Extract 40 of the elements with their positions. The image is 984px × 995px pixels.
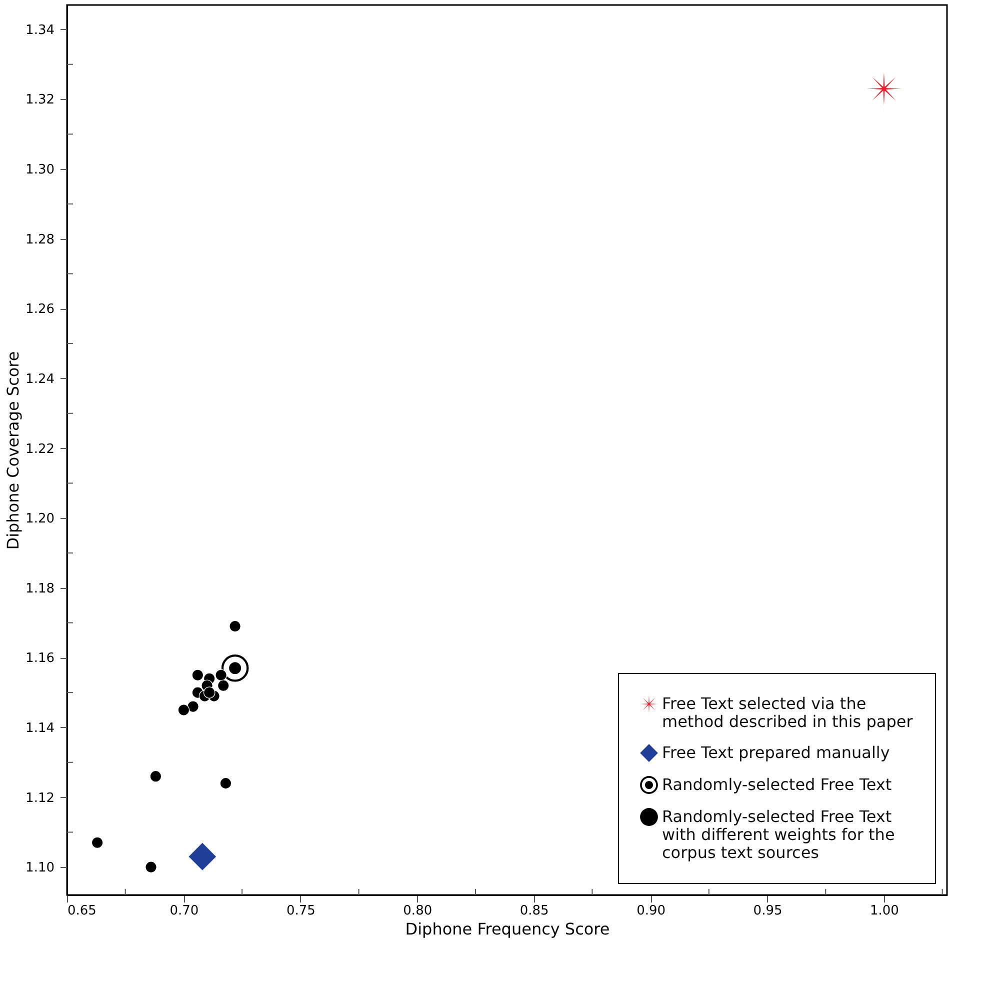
point <box>145 861 157 873</box>
y-tick-label: 1.12 <box>26 790 54 806</box>
point <box>220 654 250 682</box>
point <box>192 669 204 681</box>
y-tick-label: 1.28 <box>26 232 54 248</box>
y-tick-label: 1.32 <box>26 92 54 108</box>
y-tick-label: 1.16 <box>26 651 54 666</box>
y-tick-label: 1.20 <box>26 512 54 527</box>
legend-label: Randomly-selected Free Text with different weights for the corpus text sources <box>662 807 895 862</box>
point <box>178 704 190 716</box>
legend-label: Free Text prepared manually <box>662 743 890 762</box>
y-axis-title: Diphone Coverage Score <box>4 351 23 550</box>
point <box>203 686 216 698</box>
x-axis-title: Diphone Frequency Score <box>405 920 610 938</box>
point <box>218 680 230 692</box>
point <box>215 669 227 681</box>
y-tick-label: 1.34 <box>26 22 54 38</box>
y-tick-label: 1.22 <box>26 442 54 457</box>
x-tick-label: 0.95 <box>753 904 782 918</box>
x-tick-label: 0.90 <box>636 904 666 918</box>
x-tick-label: 0.65 <box>68 904 96 918</box>
x-tick-label: 1.00 <box>870 904 899 918</box>
y-tick-label: 1.24 <box>26 372 54 387</box>
point <box>220 777 232 790</box>
x-tick-label: 0.85 <box>520 904 549 918</box>
point <box>188 842 217 872</box>
y-tick-label: 1.14 <box>26 720 54 736</box>
point <box>91 836 104 849</box>
x-tick-label: 0.70 <box>170 904 199 918</box>
y-tick-label: 1.26 <box>26 302 54 318</box>
x-tick-label: 0.75 <box>286 904 316 918</box>
point <box>150 770 162 782</box>
point <box>229 620 241 632</box>
x-tick-label: 0.80 <box>403 904 432 918</box>
y-tick-label: 1.10 <box>26 860 54 876</box>
y-tick-label: 1.30 <box>26 162 54 178</box>
y-tick-label: 1.18 <box>26 581 54 596</box>
legend-label: Free Text selected via the method described in this paper <box>662 694 914 731</box>
point <box>187 700 199 712</box>
legend-label: Randomly-selected Free Text <box>662 775 892 794</box>
